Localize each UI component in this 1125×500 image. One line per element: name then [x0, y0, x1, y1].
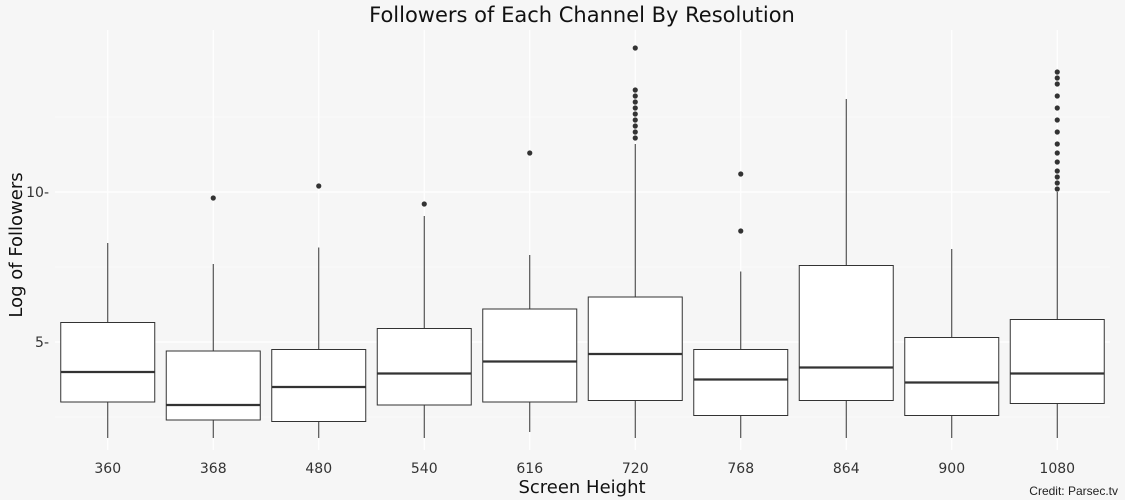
box-iqr	[693, 349, 789, 416]
credit-label: Credit: Parsec.tv	[1029, 484, 1118, 498]
outlier-point	[1054, 180, 1060, 186]
outlier-point	[632, 117, 638, 123]
box-768	[693, 171, 789, 438]
axes: 5- 10- 360 368 480 540 616 720 768 864 900 1080	[26, 185, 1075, 477]
box-iqr	[165, 350, 261, 421]
box-iqr	[60, 322, 156, 403]
outlier-point	[632, 105, 638, 111]
outlier-point	[738, 228, 744, 234]
outlier-point	[1054, 81, 1060, 87]
outlier-point	[421, 201, 427, 207]
outlier-point	[738, 171, 744, 177]
box-864	[798, 99, 894, 438]
box-616	[482, 150, 578, 432]
box-720	[587, 45, 683, 438]
outlier-point	[1054, 117, 1060, 123]
x-tick-label: 900	[938, 461, 965, 477]
x-tick-label: 864	[833, 461, 860, 477]
outlier-point	[1054, 141, 1060, 147]
x-tick-label: 1080	[1039, 461, 1075, 477]
box-iqr	[587, 296, 683, 401]
y-tick-label: 5-	[35, 335, 49, 351]
box-iqr	[271, 349, 367, 422]
outlier-point	[316, 183, 322, 189]
x-tick-label: 616	[516, 461, 543, 477]
outlier-point	[527, 150, 533, 156]
outlier-point	[1054, 174, 1060, 180]
box-360	[60, 243, 156, 438]
x-tick-label: 540	[411, 461, 438, 477]
outlier-point	[632, 87, 638, 93]
outlier-point	[632, 93, 638, 99]
outlier-point	[1054, 150, 1060, 156]
x-axis-title: Screen Height	[518, 477, 645, 498]
y-axis-title: Log of Followers	[6, 172, 27, 317]
outlier-point	[1054, 168, 1060, 174]
outlier-point	[1054, 105, 1060, 111]
box-iqr	[376, 328, 472, 406]
x-tick-label: 768	[727, 461, 754, 477]
outlier-point	[1054, 129, 1060, 135]
outlier-point	[1054, 75, 1060, 81]
y-tick-label: 10-	[26, 185, 49, 201]
box-iqr	[482, 308, 578, 403]
outlier-point	[1054, 69, 1060, 75]
outlier-point	[632, 99, 638, 105]
box-480	[271, 183, 367, 438]
box-iqr	[904, 337, 1000, 416]
outlier-point	[632, 129, 638, 135]
outlier-point	[1054, 93, 1060, 99]
outlier-point	[210, 195, 216, 201]
outlier-point	[632, 135, 638, 141]
outlier-point	[632, 111, 638, 117]
chart-title: Followers of Each Channel By Resolution	[369, 3, 795, 27]
box-iqr	[1009, 319, 1105, 404]
x-tick-label: 480	[305, 461, 332, 477]
box-iqr	[798, 265, 894, 401]
x-tick-label: 720	[622, 461, 649, 477]
outlier-point	[1054, 186, 1060, 192]
outlier-point	[1054, 159, 1060, 165]
box-368	[165, 195, 261, 438]
outlier-point	[632, 123, 638, 129]
x-tick-label: 368	[200, 461, 227, 477]
outlier-point	[632, 45, 638, 51]
box-540	[376, 201, 472, 438]
boxplot-series	[60, 45, 1105, 438]
box-900	[904, 249, 1000, 438]
box-1080	[1009, 69, 1105, 438]
x-tick-label: 360	[94, 461, 121, 477]
